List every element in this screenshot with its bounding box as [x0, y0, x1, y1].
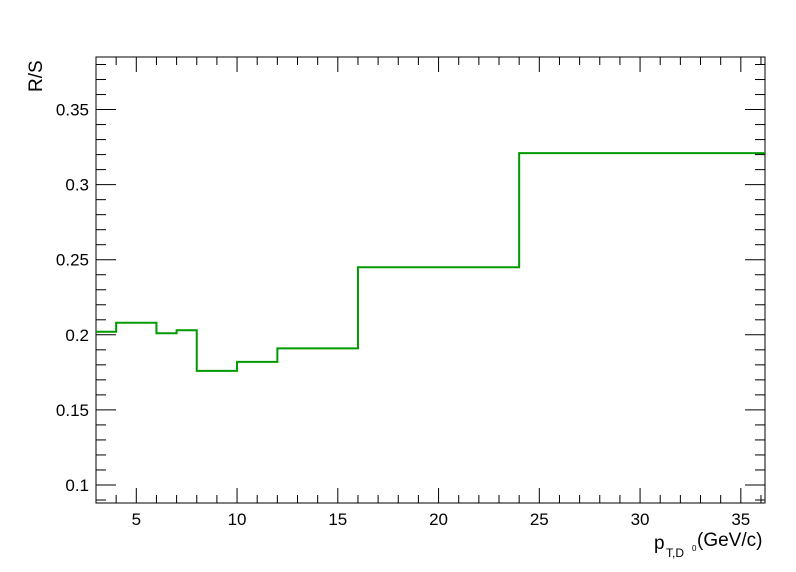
x-axis-title-unit: (GeV/c)	[697, 530, 762, 551]
y-axis-ticks	[96, 64, 765, 501]
y-tick-label: 0.35	[56, 101, 89, 120]
x-tick-label: 30	[631, 510, 650, 529]
y-tick-label: 0.25	[56, 251, 89, 270]
x-tick-label: 15	[328, 510, 347, 529]
x-tick-label: 20	[429, 510, 448, 529]
x-axis-ticks	[95, 57, 762, 503]
x-axis-title-main: p	[654, 533, 665, 554]
x-tick-label: 25	[530, 510, 549, 529]
x-tick-label: 5	[132, 510, 141, 529]
y-tick-label: 0.2	[65, 326, 89, 345]
plot-frame	[95, 56, 766, 504]
x-tick-label: 10	[228, 510, 247, 529]
x-axis-title-superscript: 0	[692, 544, 697, 553]
y-tick-label: 0.3	[65, 176, 89, 195]
x-axis-title-subscript: T,D	[666, 546, 684, 560]
x-axis-tick-labels: 5 10 15 20 25 30 35	[132, 510, 751, 529]
y-axis-tick-labels: 0.1 0.15 0.2 0.25 0.3 0.35	[56, 101, 89, 495]
series-step-line	[96, 152, 765, 372]
y-tick-label: 0.1	[65, 476, 89, 495]
y-tick-label: 0.15	[56, 401, 89, 420]
x-axis-title: p T,D 0 (GeV/c)	[654, 530, 762, 560]
x-tick-label: 35	[731, 510, 750, 529]
y-axis-title: R/S	[26, 60, 47, 92]
